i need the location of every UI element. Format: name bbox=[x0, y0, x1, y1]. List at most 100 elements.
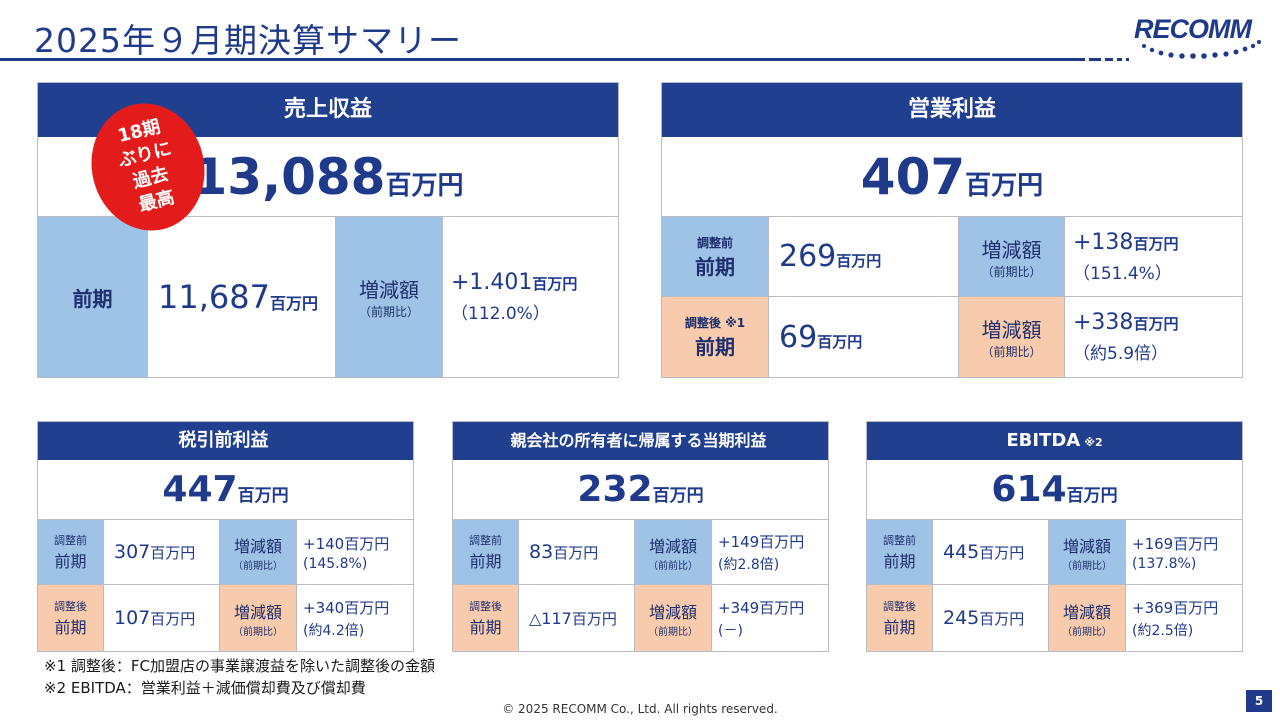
row-change-label-cell: 増減額 （前期比） bbox=[635, 585, 712, 651]
revenue-prev-label: 前期 bbox=[72, 286, 113, 311]
operating-header: 営業利益 bbox=[662, 83, 1242, 137]
row-sub: 調整前 bbox=[883, 534, 916, 547]
panel-header: 親会社の所有者に帰属する当期利益 bbox=[453, 422, 828, 460]
revenue-change-value: +1.401 bbox=[451, 270, 533, 295]
row-sub: 調整後 bbox=[883, 600, 916, 613]
row-unit: 百万円 bbox=[150, 543, 196, 562]
revenue-prev-value: 11,687 bbox=[158, 278, 270, 316]
operating-prev-label: 前期 bbox=[695, 254, 735, 279]
row-change-ratio: (約2.5倍) bbox=[1132, 622, 1194, 639]
row-value: 107 bbox=[114, 607, 151, 629]
revenue-change-ratio: （112.0%） bbox=[451, 304, 550, 324]
row-change-cell: +349百万円 (－) bbox=[712, 585, 828, 651]
panel-value-row: 447百万円 bbox=[38, 460, 413, 520]
row-change-value: +140 bbox=[303, 534, 345, 553]
row-change-ratio: (137.8%) bbox=[1132, 555, 1197, 572]
operating-adj-change-unit: 百万円 bbox=[1133, 315, 1179, 333]
operating-adj-label-cell: 調整後 ※1 前期 bbox=[662, 297, 769, 377]
revenue-change-label-cell: 増減額 （前期比） bbox=[336, 217, 443, 377]
operating-change-sub: （前期比） bbox=[981, 264, 1042, 279]
row-change-ratio: (約2.8倍) bbox=[718, 556, 780, 573]
row-change-ratio: (約4.2倍) bbox=[303, 622, 365, 639]
revenue-change-label: 増減額 bbox=[359, 278, 419, 302]
row-change-label-cell: 増減額 （前期比） bbox=[1049, 520, 1126, 585]
row-value: 445 bbox=[943, 541, 980, 563]
operating-change-label-cell: 増減額 （前期比） bbox=[959, 217, 1065, 297]
operating-detail: 調整前 前期 269 百万円 増減額 （前期比） +138百万円 （151.4%）… bbox=[662, 217, 1242, 377]
operating-value-row: 407百万円 bbox=[662, 137, 1242, 217]
row-label: 前期 bbox=[469, 552, 502, 571]
profit-panel-1: 税引前利益 447百万円 調整前 前期 307 百万円 増減額 （前期比） +140百万円 (14… bbox=[37, 421, 414, 652]
row-change-label-cell: 増減額 （前期比） bbox=[220, 520, 297, 585]
revenue-unit: 百万円 bbox=[385, 171, 464, 201]
title-rule-dash bbox=[1089, 58, 1101, 61]
operating-adj-value: 69 bbox=[779, 319, 818, 355]
row-unit: 百万円 bbox=[553, 543, 599, 562]
panel-unit: 百万円 bbox=[652, 486, 704, 506]
row-change-value: +169 bbox=[1132, 534, 1174, 553]
panel-detail: 調整前 前期 83 百万円 増減額 （前前比） +149百万円 (約2.8倍) 調整後 前期 △11… bbox=[453, 520, 828, 651]
operating-adj-change-ratio: （約5.9倍） bbox=[1073, 344, 1169, 364]
row-change-label: 増減額 bbox=[1062, 536, 1111, 556]
row-change-sub: （前前比） bbox=[648, 560, 698, 572]
row-change-value: +369 bbox=[1132, 598, 1174, 617]
row-sub: 調整後 bbox=[469, 600, 502, 613]
operating-adj-value-cell: 69 百万円 bbox=[769, 297, 959, 377]
row-label-cell: 調整後 前期 bbox=[453, 585, 519, 651]
operating-change-cell: +138百万円 （151.4%） bbox=[1065, 217, 1242, 297]
panel-value: 614 bbox=[991, 469, 1067, 510]
panel-header-text: 親会社の所有者に帰属する当期利益 bbox=[510, 431, 767, 450]
row-value: △117 bbox=[529, 608, 572, 628]
row-change-label-cell: 増減額 （前期比） bbox=[220, 585, 297, 651]
revenue-prev-label-cell: 前期 bbox=[38, 217, 148, 377]
row-change-value: +340 bbox=[303, 598, 345, 617]
footnote-1: ※1 調整後：FC加盟店の事業譲渡益を除いた調整後の金額 bbox=[44, 657, 435, 675]
operating-adj-change-label: 増減額 bbox=[981, 318, 1042, 342]
operating-adj-change-sub: （前期比） bbox=[981, 345, 1042, 359]
operating-change-label: 増減額 bbox=[981, 237, 1042, 262]
revenue-value: 13,088 bbox=[192, 148, 386, 206]
row-label-cell: 調整後 前期 bbox=[867, 585, 933, 651]
row-change-sub: （前期比） bbox=[233, 626, 283, 638]
row-value-cell: 107 百万円 bbox=[104, 585, 220, 651]
row-change-unit: 百万円 bbox=[344, 534, 390, 553]
revenue-value-row: 13,088百万円 bbox=[38, 137, 618, 217]
revenue-prev-unit: 百万円 bbox=[269, 294, 318, 313]
title-rule-dash bbox=[1117, 58, 1122, 61]
title-rule bbox=[0, 58, 1085, 61]
row-change-value: +349 bbox=[718, 598, 760, 617]
row-change-label: 増減額 bbox=[233, 602, 282, 622]
title-rule-dash bbox=[1126, 58, 1129, 61]
row-change-sub: （前期比） bbox=[1062, 626, 1112, 638]
revenue-change-cell: +1.401百万円 （112.0%） bbox=[443, 217, 618, 377]
row-sub: 調整後 bbox=[54, 600, 87, 613]
row-value-cell: 307 百万円 bbox=[104, 520, 220, 585]
row-change-label: 増減額 bbox=[648, 536, 697, 556]
row-label: 前期 bbox=[54, 552, 87, 571]
row-change-ratio: (－) bbox=[718, 622, 743, 639]
revenue-detail: 前期 11,687 百万円 増減額 （前期比） +1.401百万円 （112.0%… bbox=[38, 217, 618, 377]
row-value-cell: 83 百万円 bbox=[519, 520, 635, 585]
row-change-label: 増減額 bbox=[1062, 602, 1111, 622]
row-change-unit: 百万円 bbox=[1173, 598, 1219, 617]
logo-wordmark: RECOMM bbox=[1134, 14, 1252, 44]
logo-dots-icon bbox=[1142, 40, 1261, 59]
row-sub: 調整前 bbox=[469, 534, 502, 547]
profit-panel-2: 親会社の所有者に帰属する当期利益 232百万円 調整前 前期 83 百万円 増減額 （前前比）… bbox=[452, 421, 829, 652]
row-change-unit: 百万円 bbox=[759, 598, 805, 617]
row-label-cell: 調整前 前期 bbox=[38, 520, 104, 585]
row-change-sub: （前期比） bbox=[648, 626, 698, 638]
row-label: 前期 bbox=[883, 552, 916, 571]
panel-value: 232 bbox=[577, 469, 653, 510]
operating-value: 407 bbox=[860, 148, 966, 206]
row-change-value: +149 bbox=[718, 532, 760, 551]
row-change-sub: （前期比） bbox=[1062, 560, 1112, 572]
row-unit: 百万円 bbox=[979, 609, 1025, 628]
row-value: 245 bbox=[943, 607, 980, 629]
revenue-change-unit: 百万円 bbox=[532, 275, 578, 293]
operating-prev-value: 269 bbox=[779, 239, 837, 274]
row-change-cell: +149百万円 (約2.8倍) bbox=[712, 520, 828, 585]
operating-adj-label: 前期 bbox=[695, 335, 735, 359]
operating-prev-label-cell: 調整前 前期 bbox=[662, 217, 769, 297]
row-change-label-cell: 増減額 （前前比） bbox=[635, 520, 712, 585]
